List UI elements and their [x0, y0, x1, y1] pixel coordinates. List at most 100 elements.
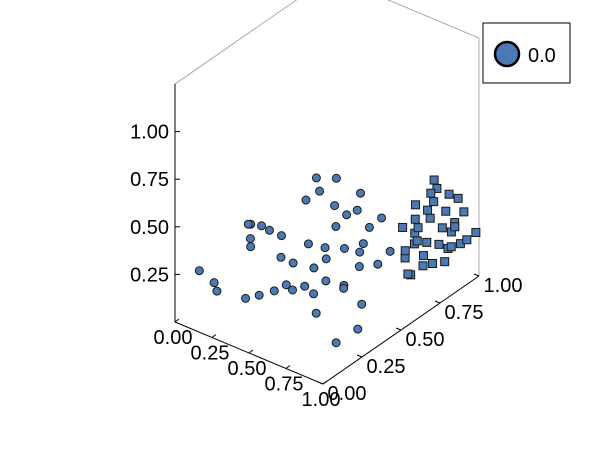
- y-tick-mark: [317, 381, 324, 385]
- x-tick-label: 0.75: [265, 374, 304, 396]
- data-point: [194, 266, 204, 276]
- data-point: [276, 252, 286, 262]
- x-axis-ticks: 0.000.250.500.751.00: [154, 318, 341, 411]
- box-edge: [387, 0, 480, 39]
- data-point: [264, 225, 274, 235]
- data-point: [339, 283, 349, 293]
- data-point: [410, 214, 420, 224]
- x-tick-mark: [285, 365, 291, 369]
- y-axis-ticks: 0.000.250.500.751.00: [317, 273, 523, 405]
- x-tick-label: 0.25: [191, 343, 230, 365]
- data-point: [444, 189, 454, 199]
- data-point: [434, 239, 444, 249]
- data-point: [288, 285, 298, 295]
- data-point: [354, 262, 364, 272]
- data-point: [453, 193, 463, 203]
- data-point: [423, 205, 433, 215]
- x-tick-mark: [322, 380, 328, 385]
- data-point: [446, 242, 456, 252]
- y-tick-label: 0.50: [406, 329, 445, 351]
- x-tick-mark: [211, 334, 217, 338]
- x-tick-mark: [248, 349, 254, 354]
- data-point: [331, 338, 341, 348]
- legend-box: [482, 22, 571, 84]
- x-tick-label: 0.00: [154, 327, 193, 349]
- data-point: [311, 173, 321, 183]
- legend-marker-icon: [493, 40, 521, 68]
- z-tick-label: 0.75: [130, 169, 169, 191]
- data-point: [311, 308, 321, 318]
- data-point: [429, 197, 439, 207]
- data-point: [459, 207, 469, 217]
- legend: 0.0: [482, 22, 571, 84]
- data-point: [358, 239, 368, 249]
- data-point: [309, 263, 319, 273]
- data-point: [243, 219, 253, 229]
- data-point: [385, 246, 395, 256]
- data-point: [441, 206, 451, 216]
- data-point: [254, 290, 264, 300]
- data-point: [429, 175, 439, 185]
- data-point: [276, 231, 286, 241]
- data-point: [377, 213, 387, 223]
- legend-label: 0.0: [528, 45, 556, 67]
- x-tick-label: 1.00: [302, 389, 341, 411]
- data-point: [288, 258, 298, 268]
- data-point: [400, 246, 410, 256]
- data-point: [403, 269, 413, 279]
- data-point: [437, 223, 447, 233]
- data-point: [257, 221, 267, 231]
- data-point: [281, 280, 291, 290]
- data-point: [331, 222, 341, 232]
- data-point: [321, 276, 331, 286]
- y-tick-mark: [356, 354, 363, 358]
- data-point: [411, 200, 421, 210]
- data-point: [301, 195, 311, 205]
- data-point: [471, 227, 481, 237]
- data-point: [398, 222, 408, 232]
- y-tick-label: 0.25: [367, 356, 406, 378]
- y-tick-mark: [434, 300, 441, 304]
- x-tick-label: 0.50: [228, 358, 267, 380]
- data-point: [418, 261, 428, 271]
- z-tick-label: 0.50: [130, 217, 169, 239]
- data-point: [339, 244, 349, 254]
- data-point: [246, 242, 256, 252]
- y-tick-mark: [395, 327, 402, 331]
- data-point: [245, 234, 255, 244]
- data-point: [357, 299, 367, 309]
- box-edge: [174, 0, 298, 85]
- y-tick-label: 0.75: [445, 302, 484, 324]
- data-point: [321, 254, 331, 264]
- data-point: [353, 324, 363, 334]
- data-point: [373, 259, 383, 269]
- data-point: [428, 259, 438, 269]
- z-axis-ticks: 0.25 0.50 0.75 1.00: [130, 122, 180, 286]
- data-point: [355, 247, 365, 257]
- data-point: [352, 205, 362, 215]
- data-point: [364, 222, 374, 232]
- data-point: [418, 251, 428, 261]
- data-point: [356, 188, 366, 198]
- z-tick-label: 0.25: [130, 264, 169, 286]
- data-point: [426, 188, 436, 198]
- data-point: [330, 201, 340, 211]
- data-point: [412, 236, 422, 246]
- data-point: [342, 210, 352, 220]
- data-point: [331, 173, 341, 183]
- data-point: [320, 243, 330, 253]
- data-point: [209, 278, 219, 288]
- data-point: [269, 286, 279, 296]
- data-point: [212, 286, 222, 296]
- y-tick-label: 1.00: [484, 275, 523, 297]
- data-point: [425, 213, 435, 223]
- z-tick-label: 1.00: [130, 122, 169, 144]
- data-point: [440, 257, 450, 267]
- data-point: [462, 235, 472, 245]
- scatter-points: [194, 173, 481, 348]
- data-point: [241, 293, 251, 303]
- data-point: [303, 239, 313, 249]
- data-point: [450, 222, 460, 232]
- axes-box: [174, 0, 480, 276]
